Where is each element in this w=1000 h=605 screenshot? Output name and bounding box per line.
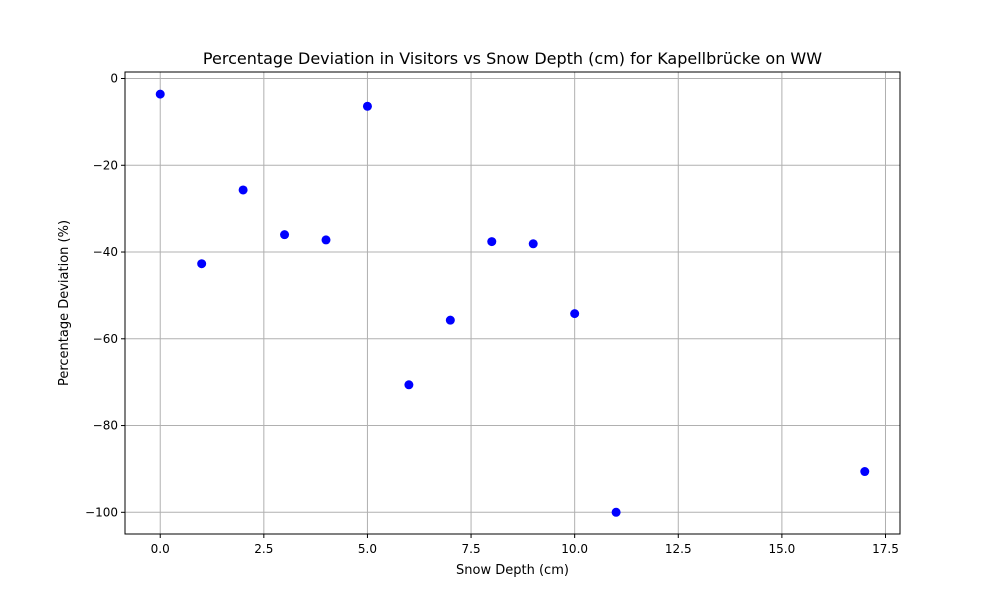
y-axis-label: Percentage Deviation (%)	[57, 220, 72, 386]
data-point	[445, 315, 455, 325]
x-tick-label: 15.0	[769, 542, 796, 556]
x-tick-label: 12.5	[665, 542, 692, 556]
data-point	[238, 185, 248, 195]
x-tick-label: 10.0	[561, 542, 588, 556]
data-points	[155, 89, 870, 517]
data-point	[528, 239, 538, 249]
x-axis-label: Snow Depth (cm)	[456, 563, 569, 578]
data-point	[321, 235, 331, 245]
y-tick-label: −80	[93, 419, 118, 433]
y-tick-label: −40	[93, 245, 118, 259]
plot-area-frame	[124, 71, 901, 535]
data-point	[155, 89, 165, 99]
y-tick-label: −60	[93, 332, 118, 346]
y-tick-label: −20	[93, 158, 118, 172]
data-point	[570, 309, 580, 319]
x-tick-label: 0.0	[151, 542, 170, 556]
grid-lines	[125, 72, 900, 534]
x-tick-label: 7.5	[462, 542, 481, 556]
y-tick-label: −100	[85, 505, 118, 519]
chart-title: Percentage Deviation in Visitors vs Snow…	[203, 49, 822, 68]
axis-ticks: 0.0 2.5 5.0 7.5 10.0 12.5 15.0 17.5 0 −20 −40 −60 −8…	[85, 72, 899, 556]
data-point	[280, 230, 290, 240]
data-point	[487, 237, 497, 247]
data-point	[362, 101, 372, 111]
data-point	[611, 507, 621, 517]
data-point	[404, 380, 414, 390]
data-point	[860, 467, 870, 477]
data-point	[197, 259, 207, 269]
x-tick-label: 2.5	[254, 542, 273, 556]
y-tick-label: 0	[110, 72, 118, 86]
x-tick-label: 17.5	[872, 542, 899, 556]
x-tick-label: 5.0	[358, 542, 377, 556]
